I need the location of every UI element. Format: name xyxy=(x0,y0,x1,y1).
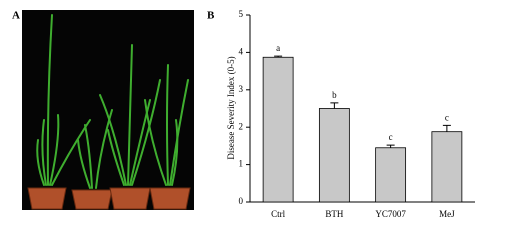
y-tick-label: 0 xyxy=(239,196,244,206)
panel-label: A xyxy=(12,10,20,22)
bar xyxy=(431,131,463,203)
y-axis-label: Disease Severity Index (0-5) xyxy=(226,56,236,159)
panel-label: B xyxy=(207,10,215,22)
y-tick-label: 3 xyxy=(239,84,244,94)
y-tick-label: 5 xyxy=(239,9,244,19)
y-tick-label: 4 xyxy=(239,46,244,56)
plant-photo xyxy=(22,10,194,210)
x-tick-label: MeJ xyxy=(439,209,455,219)
y-tick-label: 2 xyxy=(239,121,244,131)
significance-letter: b xyxy=(332,90,337,100)
figure: A B Disease Severity Index (0-5) 0 1 2 3 4 5 C… xyxy=(12,9,475,219)
bar xyxy=(375,147,407,203)
y-tick-label: 1 xyxy=(239,159,244,169)
bar xyxy=(262,56,294,203)
error-bar xyxy=(386,144,395,148)
error-bar xyxy=(274,55,283,58)
error-bar xyxy=(330,102,339,109)
significance-letter: c xyxy=(445,112,449,122)
significance-letter: a xyxy=(276,43,280,53)
x-tick-label: YC7007 xyxy=(375,209,406,219)
x-tick-label: BTH xyxy=(325,209,344,219)
x-tick-label: Ctrl xyxy=(271,209,286,219)
bar xyxy=(318,108,350,203)
significance-letter: c xyxy=(389,132,393,142)
error-bar xyxy=(442,124,451,132)
